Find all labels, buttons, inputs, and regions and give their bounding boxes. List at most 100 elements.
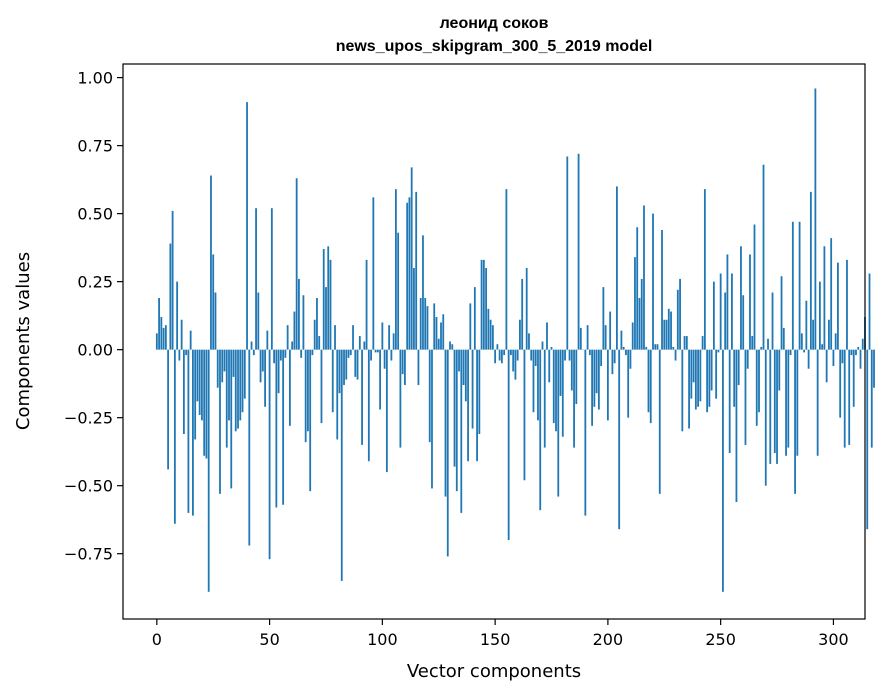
- bar: [532, 349, 535, 413]
- bar: [846, 259, 848, 350]
- chart-title-line1: леонид соков: [440, 15, 549, 32]
- bar: [347, 349, 350, 358]
- bar: [782, 327, 785, 350]
- bar: [336, 349, 339, 440]
- bar: [742, 295, 745, 350]
- bar: [776, 349, 778, 464]
- bar: [471, 349, 474, 429]
- bar: [715, 349, 718, 399]
- bars-group: [155, 88, 875, 592]
- bar: [543, 349, 546, 448]
- bar: [417, 349, 420, 386]
- bar: [442, 314, 445, 350]
- bar: [311, 349, 314, 356]
- bar: [649, 349, 652, 424]
- bar: [812, 319, 815, 350]
- bar: [399, 349, 402, 448]
- bar: [717, 349, 720, 353]
- bar: [180, 319, 183, 350]
- bar: [798, 221, 801, 350]
- bar: [155, 333, 158, 350]
- bar: [841, 349, 844, 364]
- bar: [654, 344, 657, 350]
- bar: [534, 349, 537, 366]
- bar: [449, 341, 451, 350]
- bar: [467, 349, 469, 462]
- bar: [433, 303, 436, 350]
- bar: [270, 208, 273, 350]
- bar: [764, 349, 767, 486]
- bar: [356, 349, 359, 380]
- bar: [588, 349, 591, 356]
- bar: [627, 349, 630, 418]
- bar: [555, 349, 557, 432]
- bar: [239, 349, 242, 421]
- bar: [279, 349, 282, 361]
- bar: [259, 349, 262, 383]
- bar: [298, 278, 300, 350]
- y-tick-label: −0.25: [64, 409, 113, 428]
- bar: [178, 349, 181, 361]
- bar: [676, 289, 679, 350]
- bar: [726, 254, 729, 350]
- bar: [873, 349, 875, 388]
- bar: [778, 349, 781, 391]
- bar: [762, 164, 765, 350]
- bar: [796, 349, 799, 456]
- bar: [363, 341, 366, 350]
- bar: [703, 189, 706, 350]
- bar: [652, 213, 654, 350]
- bar: [665, 319, 668, 350]
- bar: [697, 349, 699, 407]
- bar: [437, 338, 440, 350]
- bar: [690, 349, 693, 399]
- bar: [169, 243, 172, 350]
- bar: [365, 259, 368, 350]
- bar: [616, 186, 618, 350]
- bar: [528, 333, 530, 350]
- bar: [604, 325, 607, 350]
- bar: [807, 349, 810, 369]
- bar: [855, 349, 857, 356]
- bar: [370, 349, 372, 361]
- bar: [194, 349, 197, 440]
- bar: [485, 268, 487, 350]
- bar: [548, 349, 551, 383]
- bar: [410, 167, 413, 350]
- bar: [264, 349, 266, 407]
- bar: [408, 197, 411, 350]
- bar: [557, 349, 560, 497]
- bar: [816, 349, 819, 456]
- bar: [473, 287, 476, 350]
- bar: [755, 349, 758, 426]
- bar: [791, 221, 794, 350]
- bar: [780, 276, 783, 350]
- bar: [331, 349, 334, 413]
- bar: [424, 297, 427, 350]
- bar: [273, 349, 275, 364]
- bar: [814, 88, 817, 350]
- bar: [606, 349, 609, 421]
- bar: [724, 292, 727, 350]
- bar: [383, 349, 386, 369]
- bar: [453, 349, 456, 467]
- bar: [600, 349, 603, 366]
- y-axis-label: Components values: [13, 252, 34, 430]
- bar: [638, 297, 641, 350]
- bar: [164, 325, 167, 350]
- x-axis-label: Vector components: [407, 661, 581, 682]
- bar: [307, 349, 309, 432]
- bar: [803, 349, 805, 353]
- bar: [514, 349, 517, 380]
- bar: [740, 246, 742, 350]
- bar: [207, 349, 210, 592]
- bar: [737, 349, 740, 386]
- bar: [367, 349, 370, 462]
- bar: [320, 349, 323, 424]
- bar: [670, 311, 672, 350]
- bar: [694, 349, 697, 410]
- bar: [597, 349, 600, 410]
- x-tick-label: 0: [152, 630, 162, 649]
- bar: [349, 349, 352, 356]
- bar: [214, 292, 217, 350]
